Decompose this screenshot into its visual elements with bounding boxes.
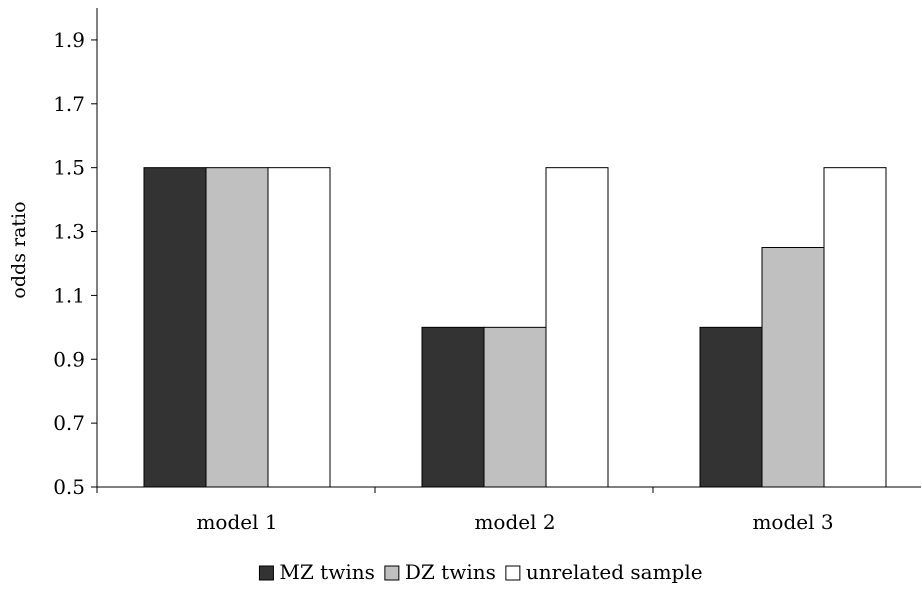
y-axis: 0.5 0.7 0.9 1.1 1.3 1.5 1.7 1.9 [53,8,98,499]
legend-item-mz-twins: MZ twins [258,560,375,584]
y-tick-label: 1.1 [53,283,85,307]
legend-item-dz-twins: DZ twins [384,560,496,584]
legend-swatch [258,565,274,581]
x-axis: model 1 model 2 model 3 [96,486,921,534]
legend-label: DZ twins [405,560,496,584]
y-tick-label: 0.9 [53,347,85,371]
y-tick-label: 0.7 [53,411,85,435]
y-tick-label: 1.5 [53,156,85,180]
bar-unrelated-sample-model-1 [267,167,331,488]
y-tick-label: 1.3 [53,220,85,244]
x-tick-label: model 2 [474,510,555,534]
y-tick-label: 0.5 [53,475,85,499]
legend-swatch [505,565,521,581]
y-tick-label: 1.9 [53,28,85,52]
bar-unrelated-sample-model-3 [823,167,887,488]
plot-area [143,167,887,488]
bar-mz-twins-model-2 [421,326,485,488]
x-tick-label: model 3 [752,510,833,534]
bar-dz-twins-model-1 [205,167,269,488]
legend: MZ twins DZ twins unrelated sample [258,560,703,584]
bar-mz-twins-model-3 [699,326,763,488]
legend-swatch [384,565,400,581]
bar-dz-twins-model-3 [761,247,825,488]
legend-label: unrelated sample [526,560,703,584]
y-tick-label: 1.7 [53,92,85,116]
legend-item-unrelated-sample: unrelated sample [505,560,703,584]
bar-mz-twins-model-1 [143,167,207,488]
x-tick-label: model 1 [196,510,277,534]
legend-label: MZ twins [279,560,374,584]
y-axis-label: odds ratio [8,201,30,298]
bar-unrelated-sample-model-2 [545,167,609,488]
bar-dz-twins-model-2 [483,326,547,488]
